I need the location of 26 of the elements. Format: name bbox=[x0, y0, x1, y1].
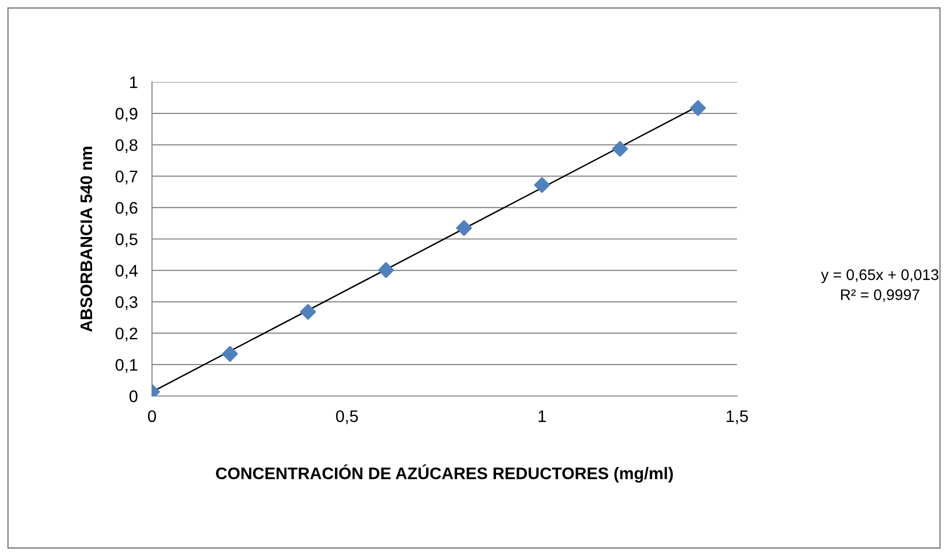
point bbox=[300, 304, 316, 320]
text: y = 0,65x + 0,013 bbox=[821, 269, 938, 284]
point bbox=[534, 177, 550, 193]
y-tick-label: 0,1 bbox=[116, 359, 138, 373]
y-tick-label: 0,7 bbox=[116, 170, 138, 184]
point bbox=[690, 100, 706, 116]
y-tick-label: 0,2 bbox=[116, 328, 138, 342]
y-tick-label: 0,4 bbox=[116, 264, 138, 279]
y-tick-label: 0,3 bbox=[116, 296, 138, 310]
y-tick-label: 0,5 bbox=[116, 233, 138, 248]
y-tick-label: 0 bbox=[129, 390, 138, 402]
point bbox=[222, 346, 238, 362]
y-tick-label: 0,8 bbox=[116, 139, 138, 153]
y-tick-label: 1 bbox=[130, 76, 138, 88]
x-tick-label: 0,5 bbox=[336, 410, 358, 424]
y-tick-label: 0,9 bbox=[116, 108, 138, 122]
y-axis-title: ABSORBANCIA 540 nm bbox=[80, 146, 92, 332]
y-tick-label: 0,6 bbox=[116, 202, 138, 216]
x-tick-label: 1,5 bbox=[726, 410, 748, 424]
point bbox=[612, 140, 628, 157]
x-axis-title: CONCENTRACIÓN DE AZÚCARES REDUCTORES (mg/ml) bbox=[216, 464, 673, 483]
point bbox=[456, 220, 472, 236]
text: R² = 0,9997 bbox=[841, 289, 920, 302]
point bbox=[378, 262, 394, 278]
x-tick-label: 1 bbox=[538, 410, 546, 422]
x-tick-label: 0 bbox=[148, 410, 156, 422]
